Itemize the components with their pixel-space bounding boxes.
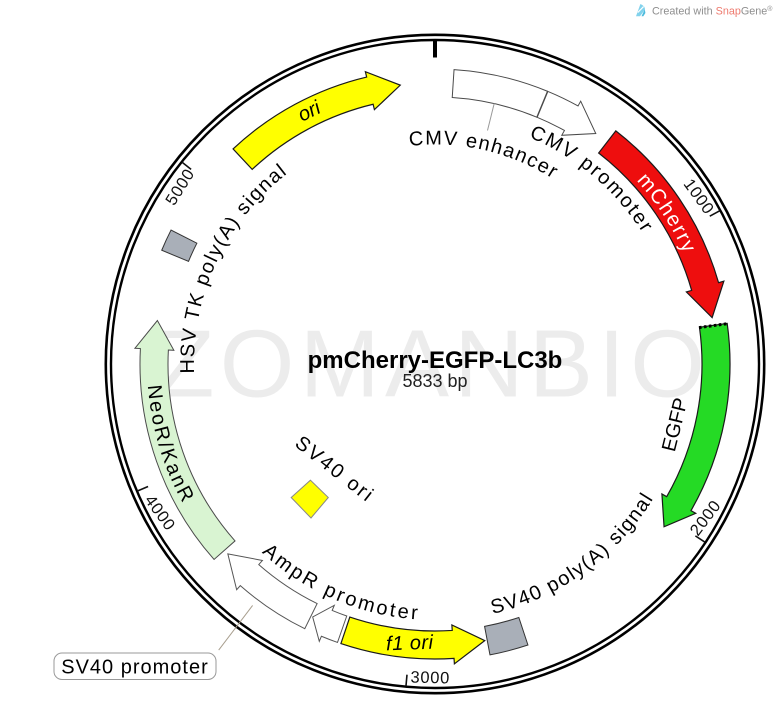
- svg-text:ZOMANBIO: ZOMANBIO: [156, 311, 710, 418]
- svg-text:Created with SnapGene®: Created with SnapGene®: [652, 5, 773, 17]
- svg-text:f1 ori: f1 ori: [386, 632, 434, 656]
- svg-text:3000: 3000: [410, 668, 450, 687]
- svg-text:5833 bp: 5833 bp: [402, 371, 467, 391]
- svg-text:pmCherry-EGFP-LC3b: pmCherry-EGFP-LC3b: [308, 347, 563, 374]
- svg-text:SV40 poly(A) signal: SV40 poly(A) signal: [488, 488, 658, 618]
- svg-text:SV40 promoter: SV40 promoter: [61, 657, 209, 679]
